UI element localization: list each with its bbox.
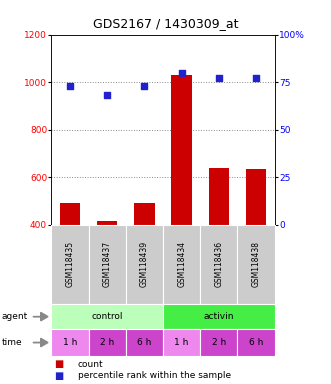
Point: [142, 83, 147, 89]
Point: [105, 92, 110, 98]
Point: [67, 83, 72, 89]
Text: 6 h: 6 h: [137, 338, 152, 347]
Text: activin: activin: [204, 312, 234, 321]
Text: 6 h: 6 h: [249, 338, 263, 347]
Text: 1 h: 1 h: [174, 338, 189, 347]
Bar: [246, 169, 266, 225]
Bar: [134, 203, 155, 225]
Text: GSM118435: GSM118435: [66, 241, 74, 288]
Text: ■: ■: [55, 371, 64, 381]
Text: control: control: [91, 312, 123, 321]
Text: GSM118438: GSM118438: [252, 242, 260, 287]
Bar: [209, 168, 229, 225]
Text: 2 h: 2 h: [100, 338, 114, 347]
Text: GSM118437: GSM118437: [103, 241, 112, 288]
Text: 1 h: 1 h: [63, 338, 77, 347]
Text: ■: ■: [55, 359, 64, 369]
Text: percentile rank within the sample: percentile rank within the sample: [78, 371, 231, 380]
Text: 2 h: 2 h: [212, 338, 226, 347]
Text: GSM118436: GSM118436: [214, 241, 223, 288]
Bar: [60, 203, 80, 225]
Point: [179, 70, 184, 76]
Text: GSM118434: GSM118434: [177, 241, 186, 288]
Bar: [171, 75, 192, 225]
Bar: [97, 221, 118, 225]
Text: GSM118439: GSM118439: [140, 241, 149, 288]
Text: GDS2167 / 1430309_at: GDS2167 / 1430309_at: [93, 17, 238, 30]
Point: [254, 75, 259, 81]
Text: count: count: [78, 359, 103, 369]
Text: agent: agent: [2, 312, 28, 321]
Text: time: time: [2, 338, 22, 347]
Point: [216, 75, 221, 81]
